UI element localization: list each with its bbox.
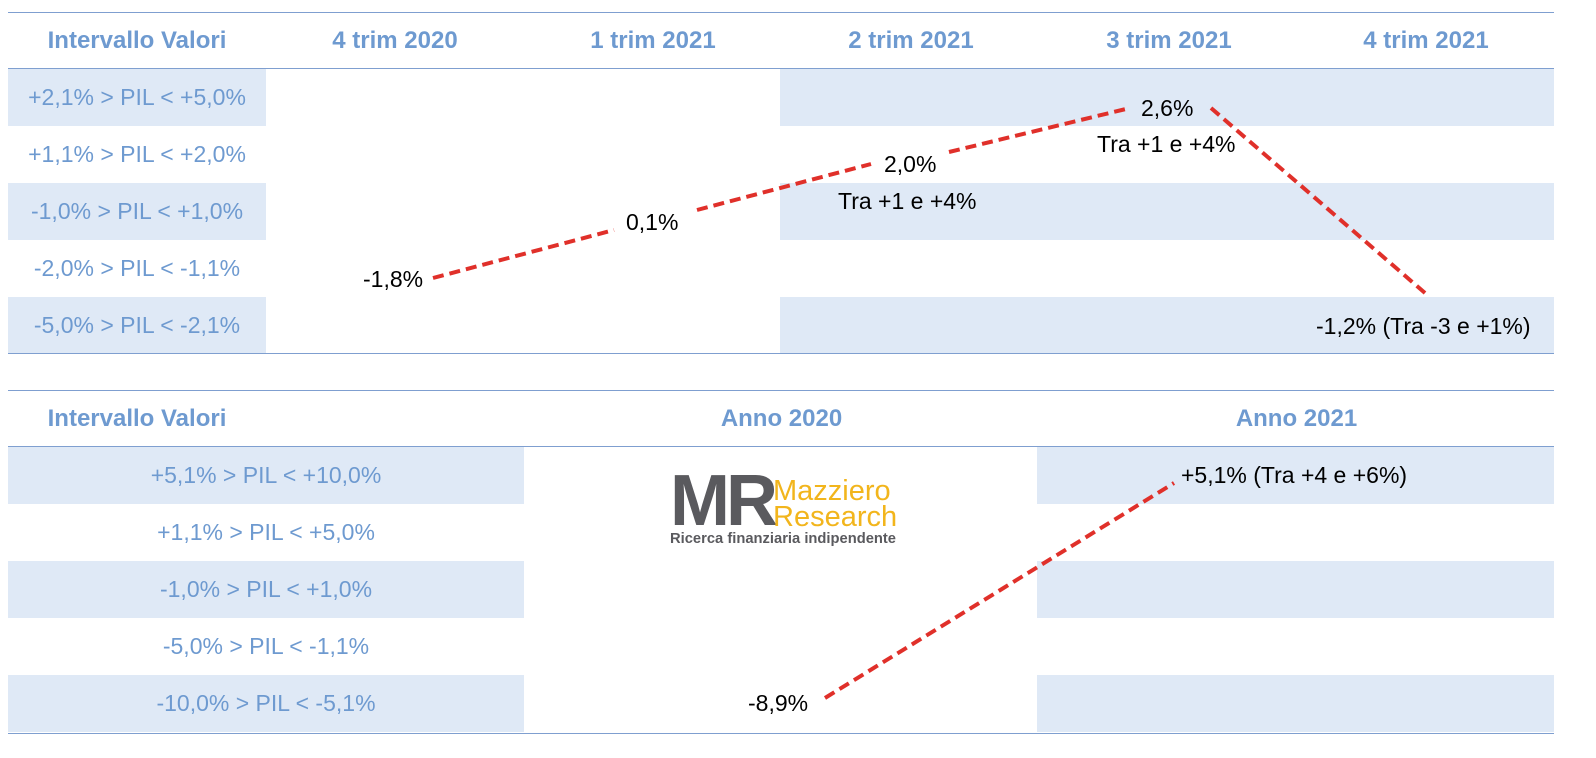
data-label-q1-2021: 0,1%: [626, 209, 678, 235]
table-row: -5,0% > PIL < -1,1%: [8, 618, 1554, 675]
quarterly-table: Intervallo Valori 4 trim 2020 1 trim 202…: [8, 12, 1554, 354]
row-label: +1,1% > PIL < +2,0%: [28, 141, 246, 167]
table-row: -1,0% > PIL < +1,0%: [8, 561, 1554, 618]
data-label-q4-2021: -1,2% (Tra -3 e +1%): [1316, 313, 1531, 339]
column-header-2021: Anno 2021: [1235, 405, 1358, 432]
trend-lines: [432, 106, 1427, 700]
annual-table: Intervallo Valori Anno 2020 Anno 2021 +5…: [8, 390, 1554, 734]
data-label-q4-2020: -1,8%: [363, 266, 423, 292]
label-column-header: Intervallo Valori: [47, 405, 227, 432]
top-rule: [8, 390, 1554, 391]
row-label: -5,0% > PIL < -1,1%: [162, 633, 370, 659]
table-row: -1,0% > PIL < +1,0%: [8, 183, 1554, 240]
segment-q3-2021-q4-2021: [1209, 106, 1427, 295]
column-header-q1-2021: 1 trim 2021: [590, 27, 716, 54]
header-rule: [8, 68, 1554, 69]
logo-name-line1: Mazziero: [773, 475, 891, 507]
row-label: -1,0% > PIL < +1,0%: [159, 576, 373, 602]
logo-tagline: Ricerca finanziaria indipendente: [670, 530, 896, 547]
column-header-q3-2021: 3 trim 2021: [1106, 27, 1232, 54]
range-label-q3-2021: Tra +1 e +4%: [1097, 131, 1236, 157]
table-row: +2,1% > PIL < +5,0%: [8, 69, 1554, 126]
column-header-q2-2021: 2 trim 2021: [848, 27, 974, 54]
logo-name-line2: Research: [773, 501, 897, 533]
top-rule: [8, 12, 1554, 13]
bottom-rule: [8, 353, 1554, 354]
row-label: +5,1% > PIL < +10,0%: [150, 462, 382, 488]
data-label-q3-2021: 2,6%: [1141, 95, 1193, 121]
label-column-header: Intervallo Valori: [47, 27, 227, 54]
table-row: -10,0% > PIL < -5,1%: [8, 675, 1554, 732]
segment-2020-2021: [823, 481, 1176, 700]
data-label-2020: -8,9%: [748, 690, 808, 716]
mazziero-research-logo: MR Mazziero Research Ricerca finanziaria…: [670, 461, 910, 547]
segment-q2-2021-q3-2021: [948, 106, 1131, 154]
row-label: +2,1% > PIL < +5,0%: [28, 84, 246, 110]
segment-q4-2020-q1-2021: [432, 228, 615, 280]
row-label: -2,0% > PIL < -1,1%: [33, 255, 241, 281]
table-row: -2,0% > PIL < -1,1%: [8, 240, 1554, 297]
logo-monogram: MR: [670, 467, 777, 541]
table-row: +1,1% > PIL < +5,0%: [8, 504, 1554, 561]
row-label: -10,0% > PIL < -5,1%: [156, 690, 376, 716]
table-row: +1,1% > PIL < +2,0%: [8, 126, 1554, 183]
logo-mark: MR Mazziero Research Ricerca finanziaria…: [670, 461, 897, 547]
segment-q1-2021-q2-2021: [696, 162, 872, 212]
column-header-2020: Anno 2020: [720, 405, 843, 432]
table-row: -5,0% > PIL < -2,1%: [8, 297, 1554, 354]
row-label: -1,0% > PIL < +1,0%: [30, 198, 244, 224]
data-label-2021: +5,1% (Tra +4 e +6%): [1181, 462, 1407, 488]
row-label: -5,0% > PIL < -2,1%: [33, 312, 241, 338]
range-label-q2-2021: Tra +1 e +4%: [838, 188, 977, 214]
row-label: +1,1% > PIL < +5,0%: [157, 519, 375, 545]
column-header-q4-2020: 4 trim 2020: [332, 27, 458, 54]
header-rule: [8, 446, 1554, 447]
table-row: +5,1% > PIL < +10,0%: [8, 447, 1554, 504]
bottom-rule: [8, 733, 1554, 734]
column-header-q4-2021: 4 trim 2021: [1363, 27, 1489, 54]
data-label-q2-2021: 2,0%: [884, 151, 936, 177]
